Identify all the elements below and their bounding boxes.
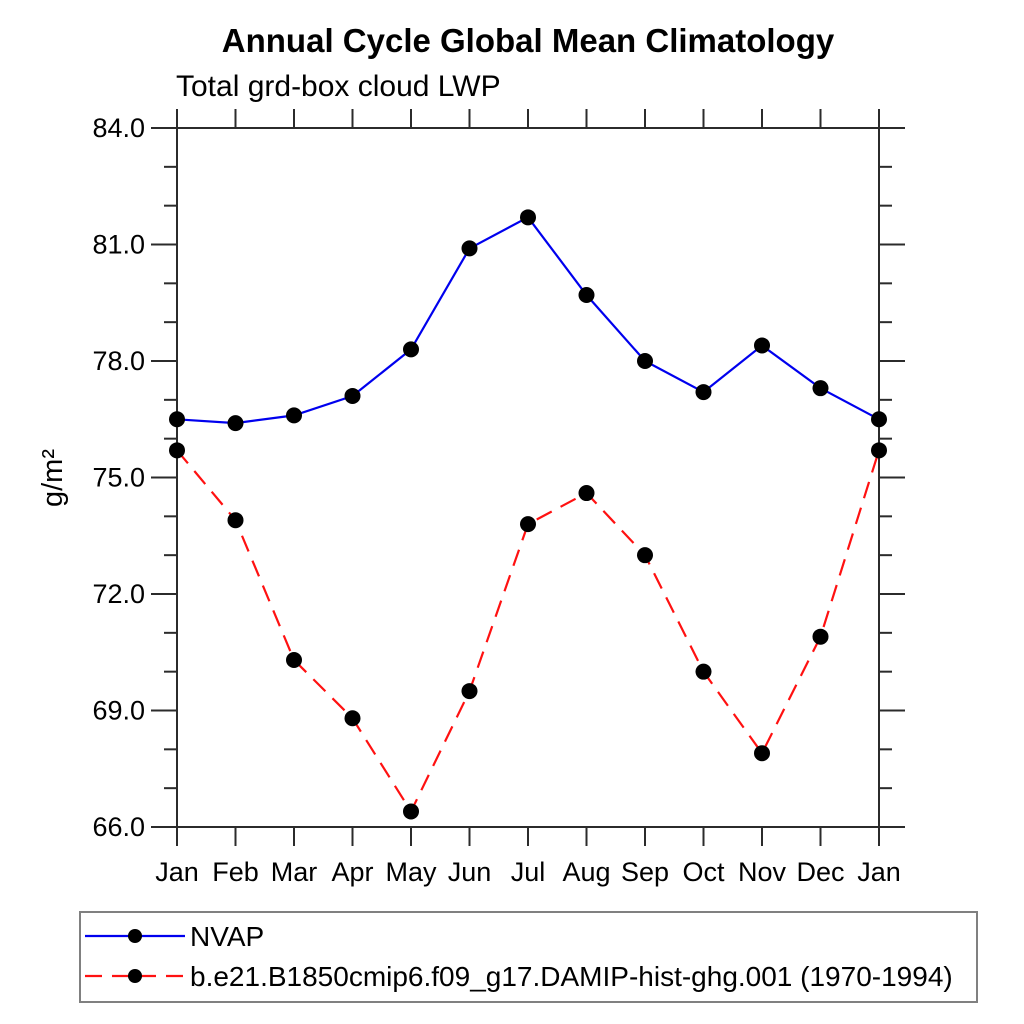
data-point (520, 209, 536, 226)
data-point (578, 485, 595, 502)
data-point (871, 411, 887, 428)
chart-subtitle: Total grd-box cloud LWP (176, 70, 501, 103)
data-point (754, 745, 770, 762)
data-point (344, 710, 361, 727)
data-point (754, 337, 770, 354)
y-axis-tick-label: 84.0 (92, 113, 145, 143)
x-axis-tick-label: Nov (738, 857, 787, 887)
y-axis-tick-label: 72.0 (92, 579, 145, 609)
chart-title: Annual Cycle Global Mean Climatology (222, 22, 835, 59)
x-axis-tick-label: Jan (155, 857, 199, 887)
series-markers (169, 209, 887, 820)
data-point (403, 803, 419, 820)
y-axis-tick-label: 66.0 (92, 812, 145, 842)
y-axis-label: g/m² (37, 449, 69, 507)
data-point (695, 384, 712, 401)
data-point (286, 407, 302, 424)
x-axis-tick-label: Aug (562, 857, 610, 887)
data-point (227, 415, 244, 432)
data-point (169, 411, 185, 428)
x-axis-tick-label: Mar (271, 857, 318, 887)
y-axis-tick-labels: 66.0 69.0 72.0 75.0 78.0 81.0 84.0 (92, 113, 145, 842)
x-axis-tick-label: Dec (796, 857, 844, 887)
data-point (520, 516, 536, 533)
x-axis-tick-label: Jun (448, 857, 492, 887)
legend-item-label: NVAP (190, 921, 264, 952)
x-axis-tick-labels: Jan Feb Mar Apr May Jun Jul Aug Sep Oct Nov Dec Jan (155, 857, 901, 887)
x-axis-tick-label: Feb (212, 857, 259, 887)
series-lines (176, 215, 881, 814)
data-point (637, 547, 653, 564)
y-axis-tick-label: 81.0 (92, 230, 145, 260)
legend-marker-swatch (128, 969, 142, 983)
data-point (812, 380, 829, 397)
data-point (461, 240, 478, 257)
data-point (344, 387, 361, 404)
data-point (871, 442, 887, 459)
data-point (286, 652, 302, 669)
legend-marker-swatch (128, 929, 142, 943)
data-point (461, 683, 478, 700)
data-point (578, 286, 595, 303)
x-axis-tick-label: Jul (511, 857, 546, 887)
y-axis-tick-label: 75.0 (92, 463, 145, 493)
legend-border (79, 911, 978, 1003)
series-line-model (176, 449, 881, 814)
data-point (812, 628, 829, 645)
data-point (637, 353, 653, 369)
data-point (695, 663, 712, 680)
x-axis-tick-label: Sep (621, 857, 669, 887)
x-axis-tick-label: Apr (331, 857, 373, 887)
y-axis-tick-label: 78.0 (92, 346, 145, 376)
x-axis-tick-label: Jan (857, 857, 901, 887)
data-point (227, 512, 244, 529)
legend-item-label: b.e21.B1850cmip6.f09_g17.DAMIP-hist-ghg.… (190, 961, 953, 992)
data-point (403, 341, 419, 358)
axes (151, 109, 905, 846)
data-point (169, 442, 185, 459)
x-axis-tick-label: Oct (682, 857, 725, 887)
x-axis-tick-label: May (385, 857, 437, 887)
series-line-nvap (176, 215, 880, 425)
y-axis-tick-label: 69.0 (92, 696, 145, 726)
legend-box: NVAP b.e21.B1850cmip6.f09_g17.DAMIP-hist-… (79, 911, 978, 1003)
